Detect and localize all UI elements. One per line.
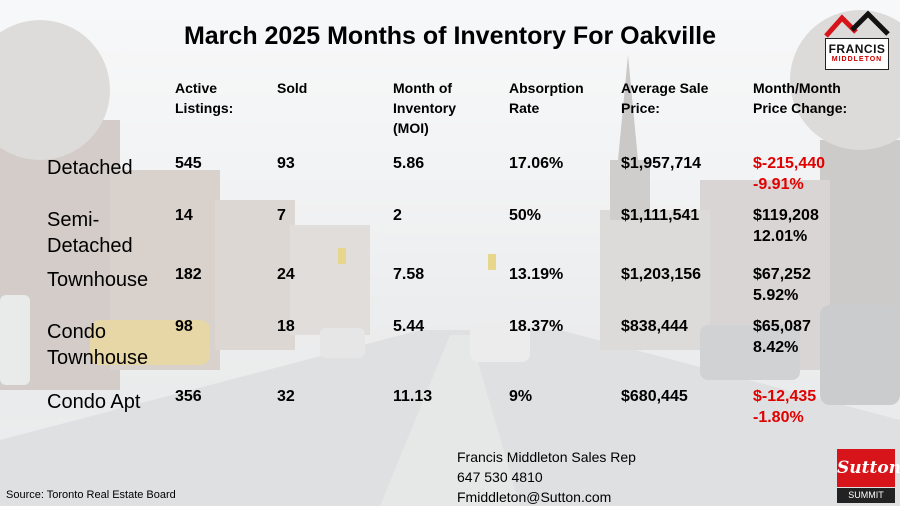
condo-th-active: 98 (175, 318, 193, 335)
condo-th-change-amount: $65,087 (753, 318, 811, 335)
townhouse-change-pct: 5.92% (753, 287, 799, 304)
semi-absorption: 50% (509, 207, 542, 224)
header-active-listings: Active Listings: (175, 80, 234, 116)
townhouse-absorption: 13.19% (509, 266, 564, 283)
contact-phone: 647 530 4810 (457, 469, 543, 485)
house-roof-icon (824, 10, 890, 38)
contact-email[interactable]: Fmiddleton@Sutton.com (457, 489, 612, 505)
row-label-detached: Detached (47, 157, 133, 179)
condo-apt-change-amount: $-12,435 (753, 388, 817, 405)
detached-sold: 93 (277, 155, 295, 172)
sutton-summit-label: SUMMIT (837, 488, 895, 503)
detached-moi: 5.86 (393, 155, 425, 172)
detached-avg-price: $1,957,714 (621, 155, 702, 172)
semi-active: 14 (175, 207, 193, 224)
detached-change-amount: $-215,440 (753, 155, 826, 172)
contact-block: Francis Middleton Sales Rep 647 530 4810… (457, 447, 636, 507)
logo-name: FRANCIS (828, 42, 886, 56)
condo-apt-moi: 11.13 (393, 388, 433, 405)
page-title: March 2025 Months of Inventory For Oakvi… (183, 22, 717, 50)
row-label-townhouse: Townhouse (47, 269, 149, 291)
detached-absorption: 17.06% (509, 155, 564, 172)
row-label-semi-detached: Semi-Detached (47, 209, 133, 257)
semi-change-pct: 12.01% (753, 228, 808, 245)
townhouse-active: 182 (175, 266, 202, 283)
townhouse-change-amount: $67,252 (753, 266, 811, 283)
header-moi: Month of Inventory (MOI) (393, 80, 457, 136)
condo-th-avg-price: $838,444 (621, 318, 688, 335)
semi-sold: 7 (277, 207, 286, 224)
condo-th-moi: 5.44 (393, 318, 425, 335)
townhouse-sold: 24 (277, 266, 295, 283)
row-label-condo-townhouse: Condo Townhouse (47, 321, 149, 369)
semi-moi: 2 (393, 207, 402, 224)
header-sold: Sold (277, 80, 308, 96)
condo-apt-active: 356 (175, 388, 202, 405)
francis-middleton-logo: FRANCIS MIDDLETON (822, 10, 892, 70)
condo-apt-change-pct: -1.80% (753, 409, 804, 426)
header-price-change: Month/Month Price Change: (753, 80, 848, 116)
condo-th-absorption: 18.37% (509, 318, 564, 335)
header-avg-price: Average Sale Price: (621, 80, 709, 116)
detached-active: 545 (175, 155, 202, 172)
condo-th-sold: 18 (277, 318, 295, 335)
condo-th-change-pct: 8.42% (753, 339, 799, 356)
logo-surname: MIDDLETON (831, 56, 883, 63)
detached-change-pct: -9.91% (753, 176, 804, 193)
row-label-condo-apt: Condo Apt (47, 391, 141, 413)
sutton-logo: Sutton SUMMIT (837, 449, 900, 503)
header-absorption: Absorption Rate (509, 80, 584, 116)
semi-change-amount: $119,208 (753, 207, 819, 224)
sutton-wordmark: Sutton (837, 449, 900, 487)
townhouse-avg-price: $1,203,156 (621, 266, 702, 283)
condo-apt-avg-price: $680,445 (621, 388, 688, 405)
semi-avg-price: $1,111,541 (621, 207, 700, 224)
contact-name: Francis Middleton Sales Rep (457, 449, 636, 465)
townhouse-moi: 7.58 (393, 266, 425, 283)
source-note: Source: Toronto Real Estate Board (6, 489, 176, 501)
condo-apt-absorption: 9% (509, 388, 533, 405)
condo-apt-sold: 32 (277, 388, 295, 405)
